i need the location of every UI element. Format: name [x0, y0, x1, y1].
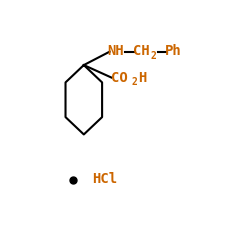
Text: NH: NH: [107, 44, 124, 58]
Text: CH: CH: [133, 44, 150, 58]
Text: Ph: Ph: [165, 44, 181, 58]
Text: 2: 2: [132, 77, 138, 87]
Text: HCl: HCl: [92, 172, 117, 186]
Text: H: H: [138, 71, 146, 85]
Text: 2: 2: [151, 51, 157, 61]
Text: CO: CO: [111, 71, 128, 85]
